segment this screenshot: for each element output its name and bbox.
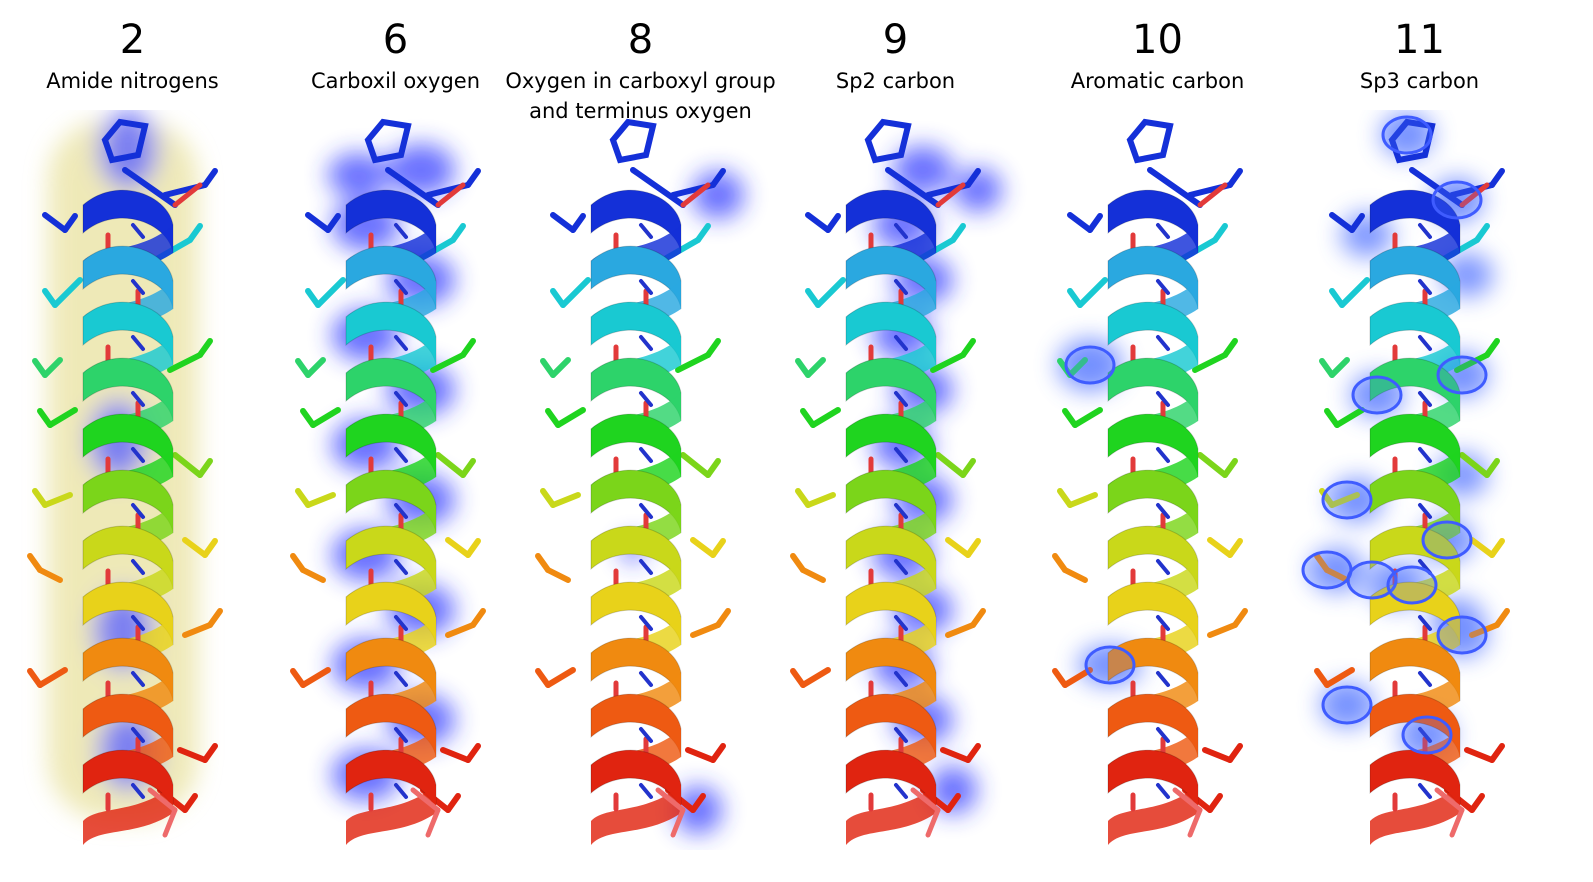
panel-label: Aromatic carbon bbox=[1070, 69, 1245, 93]
helix-illustration bbox=[790, 118, 1002, 845]
panel-label: Oxygen in carboxyl group and terminus ox… bbox=[505, 69, 776, 123]
panel-11: 11 Sp3 carbon bbox=[1287, 0, 1552, 882]
helix-illustration bbox=[1301, 113, 1510, 845]
helix-illustration bbox=[290, 118, 486, 845]
helix-ribbon bbox=[590, 189, 682, 845]
side-chain-sticks bbox=[1052, 118, 1248, 813]
helix-ribbon bbox=[82, 189, 174, 845]
helix-illustration bbox=[535, 118, 744, 845]
panel-6: 6 Carboxil oxygen bbox=[263, 0, 528, 882]
panel-number: 10 bbox=[1132, 17, 1183, 63]
helix-ribbon bbox=[1107, 189, 1199, 845]
density-glow bbox=[1058, 339, 1142, 685]
panel-label: Sp2 carbon bbox=[835, 69, 956, 93]
helix-ribbon bbox=[345, 189, 437, 845]
side-chain-sticks bbox=[535, 118, 731, 813]
panel-10: 10 Aromatic carbon bbox=[1025, 0, 1290, 882]
panel-number: 9 bbox=[882, 17, 909, 63]
panel-label: Amide nitrogens bbox=[46, 69, 219, 93]
panel-2: 2 Amide nitrogens bbox=[0, 0, 265, 882]
side-chain-sticks bbox=[1314, 118, 1510, 813]
panel-number: 6 bbox=[382, 17, 409, 63]
surface-outlines bbox=[1064, 345, 1136, 685]
helix-illustration bbox=[27, 110, 223, 845]
panel-9: 9 Sp2 carbon bbox=[763, 0, 1028, 882]
panel-label: Carboxil oxygen bbox=[310, 69, 481, 93]
panel-number: 2 bbox=[119, 17, 146, 63]
helix-ribbon bbox=[845, 189, 937, 845]
panel-8: 8 Oxygen in carboxyl group and terminus o… bbox=[505, 0, 776, 882]
panel-label: Sp3 carbon bbox=[1359, 69, 1480, 93]
surface-outlines bbox=[1301, 115, 1488, 755]
panel-number: 11 bbox=[1394, 17, 1445, 63]
helix-illustration bbox=[1052, 118, 1248, 845]
panel-number: 8 bbox=[627, 17, 654, 63]
